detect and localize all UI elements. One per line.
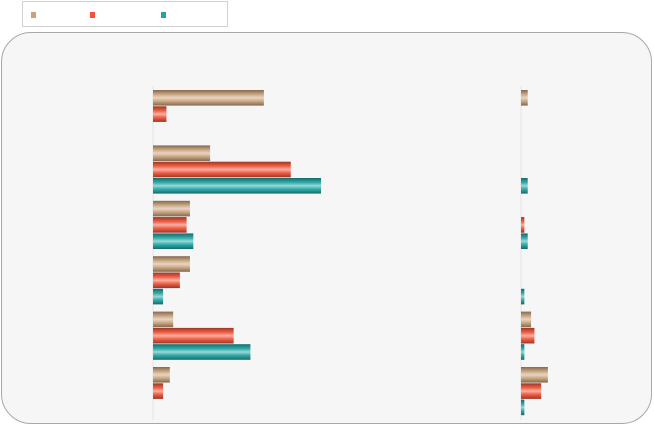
right-bar-cat-6-series-1	[521, 367, 548, 383]
right-bar-cat-6-series-3	[521, 399, 525, 416]
right-bar-cat-4-series-3	[521, 288, 525, 305]
left-bar-cat-4-series-1	[153, 256, 190, 272]
left-bar-cat-3-series-1	[153, 200, 190, 217]
right-bar-cat-3-series-3	[521, 233, 528, 249]
left-bar-cat-1-series-1	[153, 90, 264, 106]
left-bar-cat-5-series-1	[153, 311, 174, 328]
left-bar-cat-5-series-2	[153, 327, 234, 344]
left-bar-cat-4-series-3	[153, 288, 164, 305]
left-bar-chart	[152, 86, 321, 420]
right-bar-cat-2-series-3	[521, 178, 528, 194]
chart-legend	[22, 1, 228, 27]
left-bar-cat-3-series-3	[153, 233, 194, 249]
left-bar-cat-5-series-3	[153, 344, 251, 360]
right-bar-cat-1-series-1	[521, 90, 528, 106]
plot-panel	[1, 32, 652, 424]
left-bar-cat-3-series-2	[153, 217, 187, 233]
left-bar-cat-2-series-1	[153, 145, 211, 161]
left-bar-cat-6-series-2	[153, 383, 164, 399]
legend-swatch-series-1	[31, 12, 36, 18]
right-bar-chart	[520, 86, 548, 420]
left-bar-cat-2-series-3	[153, 178, 321, 194]
right-bar-cat-6-series-2	[521, 383, 542, 399]
right-bar-cat-3-series-2	[521, 217, 525, 233]
left-bar-cat-2-series-2	[153, 161, 291, 178]
legend-swatch-series-2	[90, 12, 95, 18]
right-bar-cat-5-series-1	[521, 311, 532, 328]
legend-swatch-series-3	[161, 12, 166, 18]
left-bar-cat-6-series-1	[153, 367, 170, 383]
right-bar-cat-5-series-3	[521, 344, 525, 360]
left-bar-cat-1-series-2	[153, 106, 167, 122]
right-bar-cat-5-series-2	[521, 327, 535, 344]
left-bar-cat-4-series-2	[153, 272, 180, 289]
